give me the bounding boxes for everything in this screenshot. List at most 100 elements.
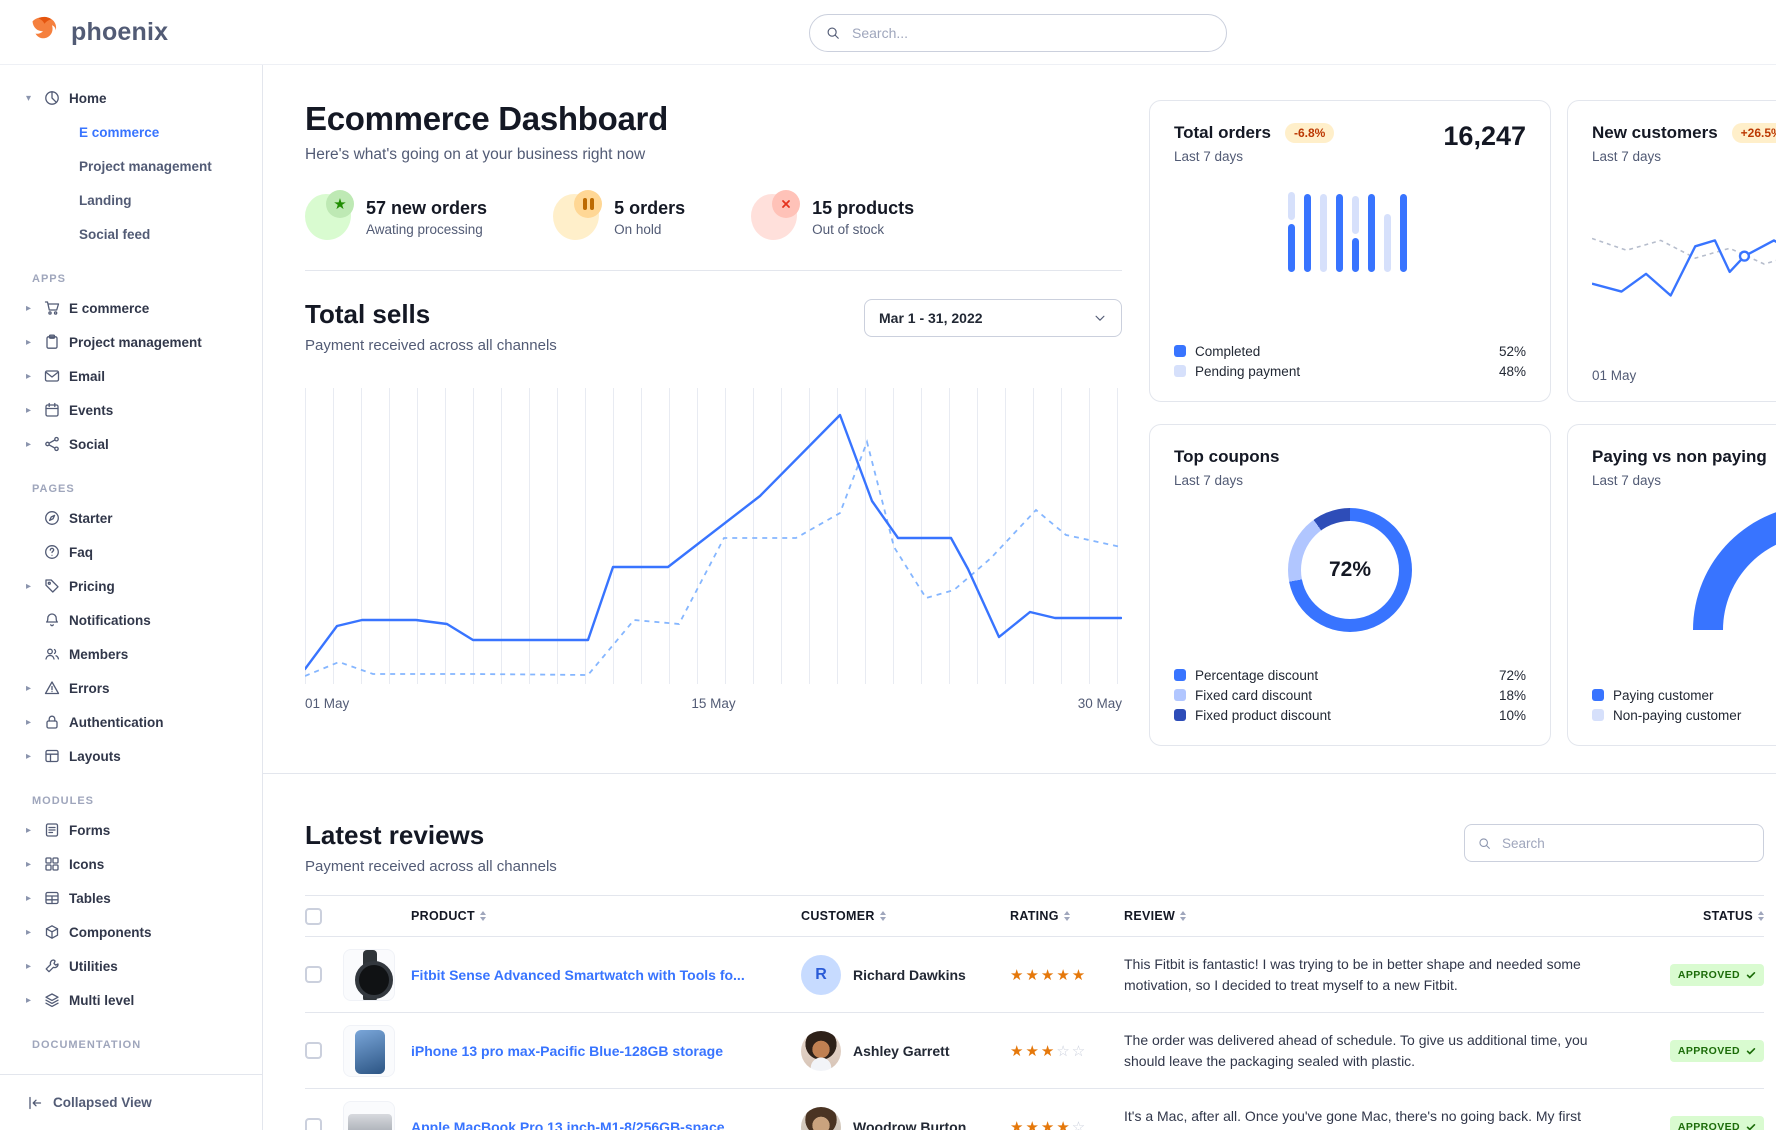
legend-swatch [1592,709,1604,721]
sidebar-item-project-management-dashboard[interactable]: Project management [0,149,262,183]
sidebar-item-label: Forms [69,822,111,838]
order-stats-row: ★ 57 new orders Awating processing 5 ord… [305,190,1122,271]
legend-row: Fixed card discount 18% [1174,685,1526,705]
avatar [801,1106,841,1130]
sidebar-item-icons[interactable]: Icons [0,847,262,881]
dashboard-left-column: Ecommerce Dashboard Here's what's going … [305,100,1122,773]
x-tick: 15 May [691,696,736,711]
sidebar-item-label: Multi level [69,992,135,1008]
sidebar-item-label: Project management [69,334,202,350]
customer-cell[interactable]: R Richard Dawkins [801,954,1010,995]
product-image-smartwatch[interactable] [343,948,395,1001]
column-header-review[interactable]: REVIEW [1124,909,1632,923]
sidebar-item-utilities[interactable]: Utilities [0,949,262,983]
sidebar-item-authentication[interactable]: Authentication [0,705,262,739]
sidebar-item-label: Tables [69,890,111,906]
sidebar-item-starter[interactable]: Starter [0,501,262,535]
sidebar-item-social-feed[interactable]: Social feed [0,217,262,251]
caret-down-icon [26,93,42,104]
sidebar-item-forms[interactable]: Forms [0,813,262,847]
sidebar-item-label: Starter [69,510,113,526]
share-icon [44,436,60,452]
page-subtitle: Here's what's going on at your business … [305,146,646,163]
product-link[interactable]: Fitbit Sense Advanced Smartwatch with To… [411,966,745,983]
legend-swatch [1592,689,1604,701]
card-period: Last 7 days [1174,149,1244,164]
x-mark-icon [751,190,801,240]
global-search-input[interactable] [850,24,1210,42]
global-search [809,14,1227,52]
sidebar-item-label: Events [69,402,114,418]
brand-name: phoenix [71,18,169,46]
review-row: iPhone 13 pro max-Pacific Blue-128GB sto… [305,1013,1764,1089]
main-content: Ecommerce Dashboard Here's what's going … [263,65,1776,1130]
customer-cell[interactable]: Ashley Garrett [801,1030,1010,1071]
top-coupons-card: Top coupons Last 7 days 72% Percentage d… [1149,424,1551,746]
caret-right-icon [26,303,42,314]
legend-row: Paying customer [1592,685,1776,705]
column-header-status[interactable]: STATUS [1632,909,1764,923]
column-header-rating[interactable]: RATING [1010,909,1124,923]
row-checkbox[interactable] [305,1042,322,1059]
legend-label: Fixed product discount [1195,707,1331,723]
check-icon [1746,1046,1756,1056]
select-all-checkbox[interactable] [305,907,322,925]
brand-logo[interactable]: phoenix [28,0,168,65]
sidebar-item-events[interactable]: Events [0,393,262,427]
sidebar-item-layouts[interactable]: Layouts [0,739,262,773]
sidebar-item-tables[interactable]: Tables [0,881,262,915]
sidebar-item-home[interactable]: Home [0,81,262,115]
customer-cell[interactable]: Woodrow Burton [801,1106,1010,1130]
caret-right-icon [26,995,42,1006]
collapsed-view-toggle[interactable]: Collapsed View [0,1074,262,1130]
product-image-iphone[interactable] [343,1024,395,1077]
sidebar-item-faq[interactable]: Faq [0,535,262,569]
date-range-select[interactable]: Mar 1 - 31, 2022 [864,299,1122,337]
donut-center-value: 72% [1328,558,1372,581]
sidebar-item-apps-project-management[interactable]: Project management [0,325,262,359]
sidebar-item-label: Social [69,436,109,452]
sidebar-item-members[interactable]: Members [0,637,262,671]
sidebar-item-multi-level[interactable]: Multi level [0,983,262,1017]
caret-right-icon [26,927,42,938]
sort-icon [479,911,486,921]
product-link[interactable]: Apple MacBook Pro 13 inch-M1-8/256GB-spa… [411,1118,725,1130]
sidebar-child-label: Project management [79,158,212,174]
check-icon [1746,1122,1756,1130]
column-header-customer[interactable]: CUSTOMER [801,909,1010,923]
column-header-product[interactable]: PRODUCT [411,909,801,923]
legend-row: Completed 52% [1174,341,1526,361]
sidebar-item-label: Authentication [69,714,164,730]
sidebar-item-email[interactable]: Email [0,359,262,393]
review-text: It's a Mac, after all. Once you've gone … [1124,1108,1582,1130]
card-period: Last 7 days [1592,149,1662,164]
x-tick: 01 May [305,696,350,711]
paying-legend: Paying customer Non-paying customer [1592,685,1776,725]
clipboard-icon [44,334,60,350]
sidebar-item-notifications[interactable]: Notifications [0,603,262,637]
stat-caption: Awating processing [366,221,483,237]
chevron-down-icon [1093,311,1107,325]
caret-right-icon [26,961,42,972]
status-badge: APPROVED [1669,1115,1764,1130]
product-link[interactable]: iPhone 13 pro max-Pacific Blue-128GB sto… [411,1042,723,1059]
sidebar-item-errors[interactable]: Errors [0,671,262,705]
sidebar-item-apps-e-commerce[interactable]: E commerce [0,291,262,325]
sidebar-item-landing[interactable]: Landing [0,183,262,217]
customer-name: Richard Dawkins [853,966,966,983]
lock-icon [44,714,60,730]
sidebar-item-components[interactable]: Components [0,915,262,949]
sidebar-item-pricing[interactable]: Pricing [0,569,262,603]
collapse-arrow-icon [27,1095,43,1111]
row-checkbox[interactable] [305,966,322,983]
sidebar-item-social[interactable]: Social [0,427,262,461]
caret-right-icon [26,825,42,836]
product-image-macbook[interactable] [343,1100,395,1130]
sidebar-item-e-commerce-dashboard[interactable]: E commerce [0,115,262,149]
legend-swatch [1174,365,1186,377]
caret-right-icon [26,683,42,694]
review-row: Fitbit Sense Advanced Smartwatch with To… [305,937,1764,1013]
sidebar-item-label: Members [69,646,129,662]
reviews-search-input[interactable] [1500,834,1750,852]
row-checkbox[interactable] [305,1118,322,1130]
